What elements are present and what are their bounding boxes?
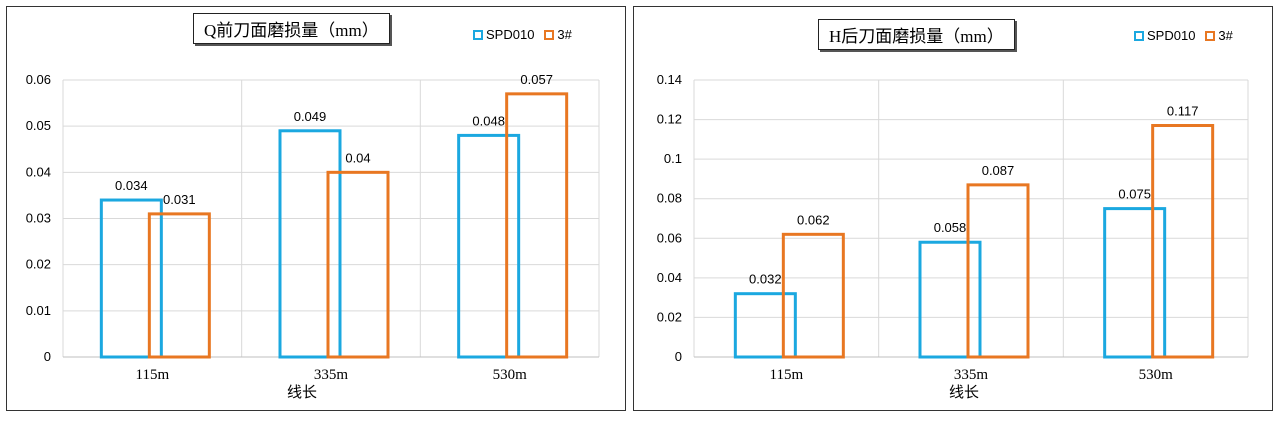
x-tick-label: 335m (954, 367, 989, 383)
data-label: 0.049 (294, 109, 327, 124)
legend-swatch-spd010 (1134, 30, 1144, 41)
chart-panel-q: Q前刀面磨损量（mm） SPD010 3# 0 0.01 0.02 0.03 0.04 0… (6, 6, 626, 411)
bar-spd010-115m (733, 292, 797, 359)
bar-spd010-115m (99, 198, 163, 359)
bar-3-115m (147, 212, 211, 359)
legend-swatch-spd010 (473, 29, 483, 40)
bar-3-530m (505, 92, 569, 359)
legend-swatch-3 (544, 29, 555, 40)
bar-3-530m (1151, 124, 1215, 359)
data-label: 0.062 (797, 212, 830, 227)
y-tick-label: 0.05 (26, 118, 51, 133)
chart-title: H后刀面磨损量（mm） (818, 19, 1015, 50)
legend-item-spd010: SPD010 (1134, 28, 1195, 43)
y-tick-label: 0 (675, 349, 682, 364)
chart-plot-q: 0 0.01 0.02 0.03 0.04 0.05 0.06 0.034 0.031 115m 0… (26, 72, 600, 401)
data-label: 0.048 (472, 113, 505, 128)
y-tick-label: 0.03 (26, 211, 51, 226)
data-label: 0.075 (1118, 187, 1151, 202)
y-tick-label: 0.02 (657, 309, 682, 324)
x-axis-title: 线长 (287, 383, 317, 401)
data-label: 0.058 (934, 220, 967, 235)
y-tick-label: 0.02 (26, 257, 51, 272)
y-tick-label: 0.01 (26, 303, 51, 318)
bar-spd010-335m (918, 240, 982, 359)
legend-item-3: 3# (544, 27, 572, 42)
data-label: 0.031 (163, 192, 196, 207)
chart-title: Q前刀面磨损量（mm） (193, 13, 390, 44)
data-label: 0.032 (749, 272, 782, 287)
bar-spd010-335m (278, 129, 342, 359)
x-tick-label: 115m (136, 367, 170, 383)
bar-3-115m (781, 232, 845, 359)
y-tick-label: 0 (44, 349, 51, 364)
y-tick-label: 0.06 (26, 72, 51, 87)
legend-label-3: 3# (557, 27, 572, 42)
legend: SPD010 3# (1134, 28, 1243, 43)
y-tick-label: 0.04 (657, 270, 682, 285)
x-tick-label: 335m (314, 367, 349, 383)
y-tick-label: 0.12 (657, 112, 682, 127)
x-axis-title: 线长 (949, 383, 979, 401)
legend-item-spd010: SPD010 (473, 27, 534, 42)
data-label: 0.117 (1167, 104, 1199, 119)
bar-spd010-530m (1103, 207, 1167, 359)
data-label: 0.034 (115, 178, 148, 193)
legend-label-3: 3# (1218, 28, 1233, 43)
x-tick-label: 530m (493, 367, 528, 383)
bar-spd010-530m (457, 133, 521, 359)
bar-3-335m (326, 170, 390, 359)
y-tick-label: 0.14 (657, 72, 682, 87)
y-tick-label: 0.08 (657, 191, 682, 206)
data-label: 0.057 (520, 72, 553, 87)
legend: SPD010 3# (473, 27, 582, 42)
data-label: 0.04 (345, 150, 370, 165)
y-tick-label: 0.06 (657, 230, 682, 245)
x-tick-label: 115m (770, 367, 804, 383)
legend-label-spd010: SPD010 (1147, 28, 1196, 43)
chart-panel-h: H后刀面磨损量（mm） SPD010 3# 0 0.02 0.04 0.06 0.08 0… (633, 6, 1273, 411)
y-tick-label: 0.1 (664, 151, 682, 166)
y-tick-label: 0.04 (26, 164, 51, 179)
legend-label-spd010: SPD010 (486, 27, 535, 42)
legend-swatch-3 (1205, 30, 1216, 41)
legend-item-3: 3# (1205, 28, 1233, 43)
x-tick-label: 530m (1139, 367, 1174, 383)
chart-plot-h: 0 0.02 0.04 0.06 0.08 0.1 0.12 0.14 0.032 0.062 11… (657, 72, 1249, 401)
bar-3-335m (966, 183, 1030, 359)
data-label: 0.087 (982, 163, 1015, 178)
